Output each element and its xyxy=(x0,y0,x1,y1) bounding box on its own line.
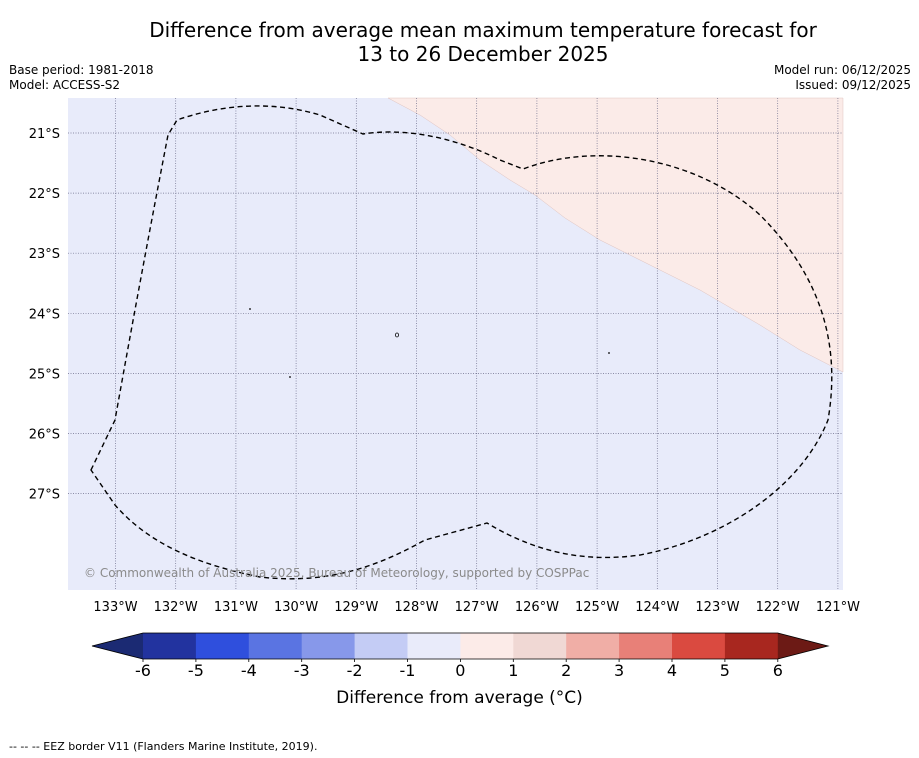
island-4 xyxy=(608,352,610,354)
longitude-label: 125°W xyxy=(575,600,619,615)
colorbar-under-arrow xyxy=(92,633,143,659)
longitude-gridlines xyxy=(115,98,839,590)
latitude-label: 24°S xyxy=(29,307,60,322)
colorbar xyxy=(91,632,830,662)
colorbar-label: Difference from average (°C) xyxy=(336,688,583,708)
longitude-label: 124°W xyxy=(635,600,679,615)
colorbar-tick-label: -2 xyxy=(347,661,363,680)
eez-legend-note: -- -- -- EEZ border V11 (Flanders Marine… xyxy=(9,740,318,753)
latitude-label: 25°S xyxy=(29,367,60,382)
longitude-label: 127°W xyxy=(455,600,499,615)
longitude-label: 122°W xyxy=(756,600,800,615)
longitude-label: 126°W xyxy=(515,600,559,615)
colorbar-tick-label: 6 xyxy=(773,661,783,680)
island-3 xyxy=(394,332,399,338)
latitude-label: 27°S xyxy=(29,488,60,503)
longitude-label: 128°W xyxy=(394,600,438,615)
copyright-text: © Commonwealth of Australia 2025, Bureau… xyxy=(84,566,589,580)
colorbar-segment xyxy=(195,633,250,659)
latitude-label: 22°S xyxy=(29,187,60,202)
longitude-label: 121°W xyxy=(816,600,860,615)
model-run: Model run: 06/12/2025 xyxy=(773,63,911,77)
colorbar-segment xyxy=(619,633,673,659)
meta-left: Base period: 1981-2018 Model: ACCESS-S2 xyxy=(9,63,154,93)
colorbar-over-arrow xyxy=(777,633,828,659)
meta-right: Model run: 06/12/2025 Issued: 09/12/2025 xyxy=(774,63,911,93)
eez-border xyxy=(90,105,833,580)
colorbar-tick-label: 3 xyxy=(614,661,624,680)
longitude-label: 123°W xyxy=(695,600,739,615)
colorbar-tick-label: -6 xyxy=(135,661,151,680)
latitude-labels: 21°S 22°S 23°S 24°S 25°S 26°S 27°S xyxy=(29,127,60,503)
model-name: Model: ACCESS-S2 xyxy=(9,78,121,92)
colorbar-segment xyxy=(354,633,408,659)
colorbar-tick-label: -4 xyxy=(241,661,257,680)
chart-title: Difference from average mean maximum tem… xyxy=(0,18,919,66)
island-1 xyxy=(249,308,251,310)
longitude-label: 133°W xyxy=(93,600,137,615)
longitude-label: 130°W xyxy=(274,600,318,615)
longitude-label: 129°W xyxy=(334,600,378,615)
colorbar-tick-label: 0 xyxy=(455,661,465,680)
base-period: Base period: 1981-2018 xyxy=(9,63,154,77)
colorbar-segment xyxy=(143,633,197,659)
colorbar-segment xyxy=(248,633,303,659)
colorbar-tick-label: -1 xyxy=(400,661,416,680)
colorbar-segment xyxy=(513,633,567,659)
colorbar-segment xyxy=(407,633,461,659)
island-2 xyxy=(289,376,291,378)
title-line-2: 13 to 26 December 2025 xyxy=(357,42,609,66)
latitude-label: 21°S xyxy=(29,127,60,142)
colorbar-segment xyxy=(672,633,726,659)
latitude-label: 26°S xyxy=(29,428,60,443)
colorbar-segment xyxy=(566,633,620,659)
colorbar-tick-label: -3 xyxy=(294,661,310,680)
colorbar-tick-label: -5 xyxy=(188,661,204,680)
title-line-1: Difference from average mean maximum tem… xyxy=(149,18,817,42)
colorbar-tick-label: 1 xyxy=(508,661,518,680)
colorbar-segment xyxy=(460,633,514,659)
colorbar-segment xyxy=(724,633,779,659)
longitude-label: 131°W xyxy=(214,600,258,615)
longitude-labels: 133°W 132°W 131°W 130°W 129°W 128°W 127°W 126°W… xyxy=(93,600,860,615)
colorbar-segment xyxy=(301,633,355,659)
latitude-gridlines xyxy=(68,132,843,494)
colorbar-tick-labels: -6 -5 -4 -3 -2 -1 0 1 2 3 4 5 6 xyxy=(135,661,783,680)
colorbar-tick-label: 5 xyxy=(720,661,730,680)
colorbar-tick-label: 2 xyxy=(561,661,571,680)
colorbar-tick-label: 4 xyxy=(667,661,677,680)
issued-date: Issued: 09/12/2025 xyxy=(795,78,911,92)
latitude-label: 23°S xyxy=(29,247,60,262)
longitude-label: 132°W xyxy=(154,600,198,615)
map-area-positive xyxy=(387,97,844,373)
